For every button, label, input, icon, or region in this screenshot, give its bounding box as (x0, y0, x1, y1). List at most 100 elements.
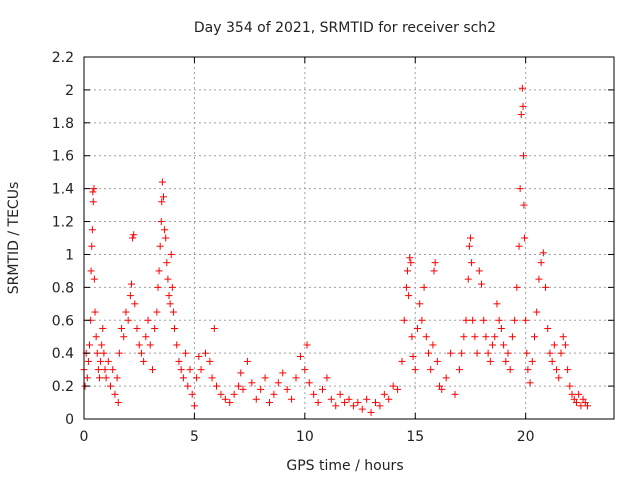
data-point (406, 254, 414, 262)
data-point (526, 379, 534, 387)
data-point (418, 316, 426, 324)
data-point (484, 349, 492, 357)
data-point (447, 349, 455, 357)
data-point (413, 325, 421, 332)
data-point (104, 357, 112, 365)
data-point (221, 395, 229, 403)
data-point (165, 292, 173, 300)
data-point (516, 185, 524, 193)
data-point (458, 349, 466, 357)
x-tick-labels: 0 5 10 15 20 (80, 429, 535, 445)
data-point (561, 341, 569, 349)
data-point (88, 242, 96, 250)
data-point (420, 283, 428, 291)
data-point (480, 316, 488, 324)
data-point (442, 374, 450, 382)
data-point (405, 292, 413, 300)
data-point (584, 402, 591, 410)
data-point (208, 374, 216, 382)
data-point (270, 390, 278, 398)
data-point (120, 333, 128, 341)
data-point (135, 341, 143, 349)
data-point (248, 379, 256, 387)
data-point (171, 325, 179, 332)
data-point (398, 357, 406, 365)
data-point (126, 292, 134, 300)
data-point (84, 357, 92, 365)
data-point (495, 316, 503, 324)
data-point (524, 366, 532, 374)
data-point (411, 366, 419, 374)
x-tick-label: 15 (406, 429, 424, 445)
data-point (389, 382, 397, 390)
y-tick-label: 2.2 (52, 50, 74, 66)
data-point (156, 242, 164, 250)
data-point (94, 366, 102, 374)
data-point (197, 366, 205, 374)
data-point (113, 374, 121, 382)
data-point (416, 300, 424, 308)
data-point (430, 267, 438, 275)
data-point (235, 382, 243, 390)
x-tick-label: 5 (190, 429, 199, 445)
data-point (292, 374, 300, 382)
data-point (376, 402, 384, 410)
data-point (327, 395, 335, 403)
data-point (102, 374, 110, 382)
data-point (478, 280, 485, 288)
x-tick-label: 20 (517, 429, 535, 445)
data-point (114, 399, 122, 407)
data-point (506, 366, 514, 374)
data-point (154, 283, 162, 291)
data-point (146, 341, 154, 349)
data-point (568, 390, 576, 398)
data-point (491, 333, 499, 341)
data-point (89, 188, 97, 196)
data-point (111, 390, 119, 398)
data-point (87, 267, 95, 275)
data-point (425, 349, 432, 357)
data-point (153, 308, 161, 316)
data-point (429, 341, 437, 349)
data-point (91, 308, 99, 316)
data-point (161, 226, 169, 234)
data-point (566, 382, 574, 390)
data-point (193, 374, 201, 382)
data-point (89, 198, 97, 206)
data-point (190, 402, 198, 410)
y-tick-label: 0 (65, 412, 74, 428)
data-point (217, 390, 225, 398)
data-point (367, 408, 375, 416)
data-point (109, 366, 117, 374)
x-tick-label: 0 (80, 429, 89, 445)
data-point (151, 325, 159, 332)
data-point (504, 349, 512, 357)
data-point (93, 349, 101, 357)
data-point (345, 395, 353, 403)
data-point (133, 325, 141, 332)
data-point (155, 267, 163, 275)
y-axis-label: SRMTID / TECUs (6, 182, 22, 295)
data-point (349, 402, 357, 410)
data-point (520, 201, 528, 209)
x-axis-label: GPS time / hours (286, 458, 403, 474)
data-point (548, 357, 556, 365)
data-point (555, 374, 563, 382)
data-point (122, 308, 130, 316)
data-point (468, 259, 476, 267)
data-point (296, 352, 304, 360)
data-point (257, 385, 265, 393)
data-point (408, 333, 416, 341)
data-point (92, 333, 100, 341)
data-point (86, 341, 94, 349)
data-point (319, 385, 326, 393)
data-point (559, 333, 567, 341)
data-point (288, 395, 296, 403)
data-point (230, 390, 238, 398)
data-point (164, 275, 172, 283)
data-point (497, 325, 505, 332)
data-point (542, 283, 550, 291)
data-point (142, 333, 150, 341)
data-point (466, 234, 474, 242)
